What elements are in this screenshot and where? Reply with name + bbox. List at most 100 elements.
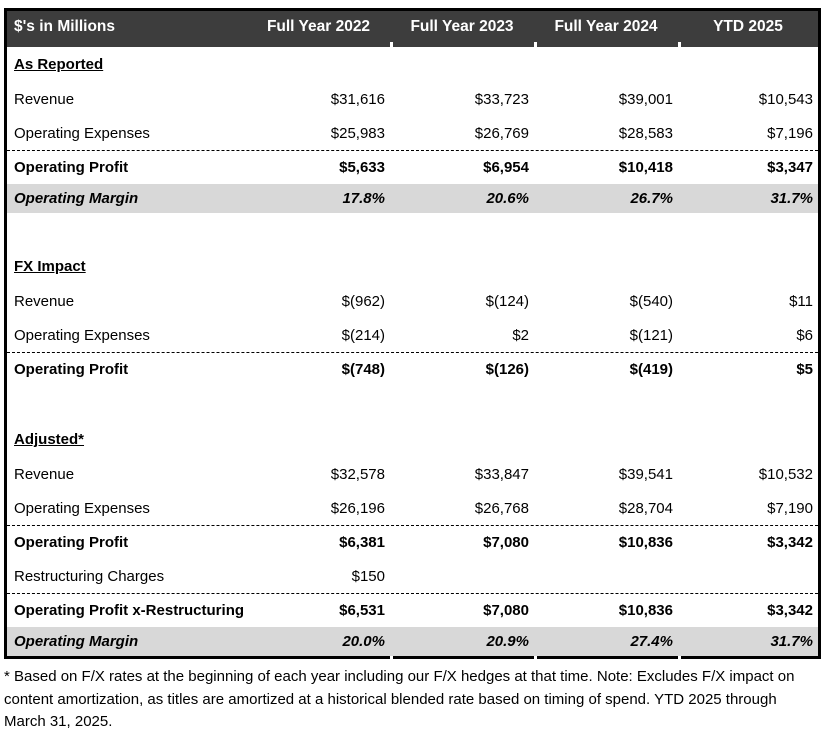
cell-value: 20.6%	[486, 190, 529, 207]
section-spacer	[7, 386, 818, 422]
border-segment	[537, 656, 678, 659]
row-as-reported-operating-expenses: Operating Expenses $25,983 $26,769 $28,5…	[7, 116, 818, 150]
cell-value: $(748)	[341, 361, 385, 378]
cell-value: $39,001	[618, 90, 673, 108]
table-header-row: $'s in Millions Full Year 2022 Full Year…	[7, 11, 818, 42]
cell-value: 20.0%	[342, 633, 385, 650]
cell-value: 31.7%	[770, 633, 813, 650]
cell-value: $10,836	[618, 602, 673, 619]
cell-value: $39,541	[618, 465, 673, 483]
border-segment	[681, 656, 818, 659]
cell-value: $(214)	[341, 326, 385, 344]
section-title: Adjusted*	[14, 431, 85, 448]
cell-value: $3,342	[767, 602, 813, 619]
row-label: Operating Profit x-Restructuring	[14, 602, 245, 619]
border-segment	[537, 42, 678, 47]
row-fx-revenue: Revenue $(962) $(124) $(540) $11	[7, 284, 818, 318]
row-restructuring-charges: Restructuring Charges $150	[7, 559, 818, 593]
row-label: Operating Margin	[14, 190, 139, 207]
row-label: Operating Expenses	[14, 499, 150, 517]
cell-value: $(419)	[629, 361, 673, 378]
cell-value: $2	[512, 326, 529, 344]
row-adjusted-revenue: Revenue $32,578 $33,847 $39,541 $10,532	[7, 457, 818, 491]
cell-value: 31.7%	[770, 190, 813, 207]
cell-value: $3,342	[767, 534, 813, 551]
row-label: Revenue	[14, 292, 75, 310]
header-units-label: $'s in Millions	[14, 17, 116, 35]
row-fx-operating-profit: Operating Profit $(748) $(126) $(419) $5	[7, 352, 818, 386]
cell-value: $(124)	[485, 292, 529, 310]
cell-value: $31,616	[330, 90, 385, 108]
table-bottom-border-strip	[7, 656, 818, 659]
cell-value: $6	[796, 326, 813, 344]
row-adjusted-operating-profit: Operating Profit $6,381 $7,080 $10,836 $…	[7, 525, 818, 559]
border-segment	[7, 656, 390, 659]
row-label: Revenue	[14, 465, 75, 483]
row-as-reported-operating-profit: Operating Profit $5,633 $6,954 $10,418 $…	[7, 150, 818, 184]
section-title: FX Impact	[14, 258, 86, 275]
row-label: Operating Profit	[14, 361, 129, 378]
row-label: Operating Margin	[14, 633, 139, 650]
cell-value: $(121)	[629, 326, 673, 344]
border-segment	[681, 42, 818, 47]
cell-value: $10,836	[618, 534, 673, 551]
header-col-full-year-2023: Full Year 2023	[410, 17, 514, 35]
row-as-reported-operating-margin: Operating Margin 17.8% 20.6% 26.7% 31.7%	[7, 184, 818, 213]
cell-value: $6,531	[339, 602, 385, 619]
cell-value: $5	[796, 361, 813, 378]
cell-value: $(126)	[485, 361, 529, 378]
cell-value: $10,418	[618, 159, 673, 176]
header-col-full-year-2024: Full Year 2024	[554, 17, 658, 35]
footnote: * Based on F/X rates at the beginning of…	[4, 668, 795, 730]
cell-value: 26.7%	[630, 190, 673, 207]
row-as-reported-revenue: Revenue $31,616 $33,723 $39,001 $10,543	[7, 82, 818, 116]
cell-value: $5,633	[339, 159, 385, 176]
header-col-full-year-2022: Full Year 2022	[266, 17, 371, 35]
border-segment	[7, 42, 390, 47]
cell-value: $150	[351, 567, 385, 585]
section-title-row-as-reported: As Reported	[7, 47, 818, 82]
row-label: Operating Expenses	[14, 124, 150, 142]
row-label: Revenue	[14, 90, 75, 108]
cell-value: $3,347	[767, 159, 813, 176]
border-segment	[393, 656, 534, 659]
section-title: As Reported	[14, 56, 104, 73]
section-spacer	[7, 213, 818, 249]
cell-value: $7,196	[767, 124, 813, 142]
row-operating-profit-x-restructuring: Operating Profit x-Restructuring $6,531 …	[7, 593, 818, 627]
row-label: Operating Expenses	[14, 326, 150, 344]
section-title-row-fx-impact: FX Impact	[7, 249, 818, 284]
row-label: Restructuring Charges	[14, 567, 165, 585]
cell-value: 27.4%	[630, 633, 673, 650]
section-title-row-adjusted: Adjusted*	[7, 422, 818, 457]
cell-value: $28,583	[618, 124, 673, 142]
cell-value: $6,381	[339, 534, 385, 551]
cell-value: 17.8%	[342, 190, 385, 207]
cell-value: $32,578	[330, 465, 385, 483]
cell-value: $(962)	[341, 292, 385, 310]
cell-value: $11	[789, 292, 813, 310]
cell-value: $26,196	[330, 499, 385, 517]
row-adjusted-operating-expenses: Operating Expenses $26,196 $26,768 $28,7…	[7, 491, 818, 525]
cell-value: $25,983	[330, 124, 385, 142]
header-col-ytd-2025: YTD 2025	[713, 17, 783, 35]
cell-value: $33,723	[474, 90, 529, 108]
border-segment	[393, 42, 534, 47]
cell-value: $28,704	[618, 499, 673, 517]
row-adjusted-operating-margin: Operating Margin 20.0% 20.9% 27.4% 31.7%	[7, 627, 818, 656]
cell-value: $26,769	[474, 124, 529, 142]
row-label: Operating Profit	[14, 159, 129, 176]
cell-value: $(540)	[629, 292, 673, 310]
cell-value: $10,532	[758, 465, 813, 483]
cell-value: $7,080	[483, 602, 529, 619]
cell-value: $10,543	[758, 90, 813, 108]
row-fx-operating-expenses: Operating Expenses $(214) $2 $(121) $6	[7, 318, 818, 352]
cell-value: $6,954	[483, 159, 529, 176]
header-border-strip	[7, 42, 818, 47]
cell-value: $7,190	[767, 499, 813, 517]
cell-value: $7,080	[483, 534, 529, 551]
cell-value: $26,768	[474, 499, 529, 517]
cell-value: $33,847	[474, 465, 529, 483]
cell-value: 20.9%	[486, 633, 529, 650]
